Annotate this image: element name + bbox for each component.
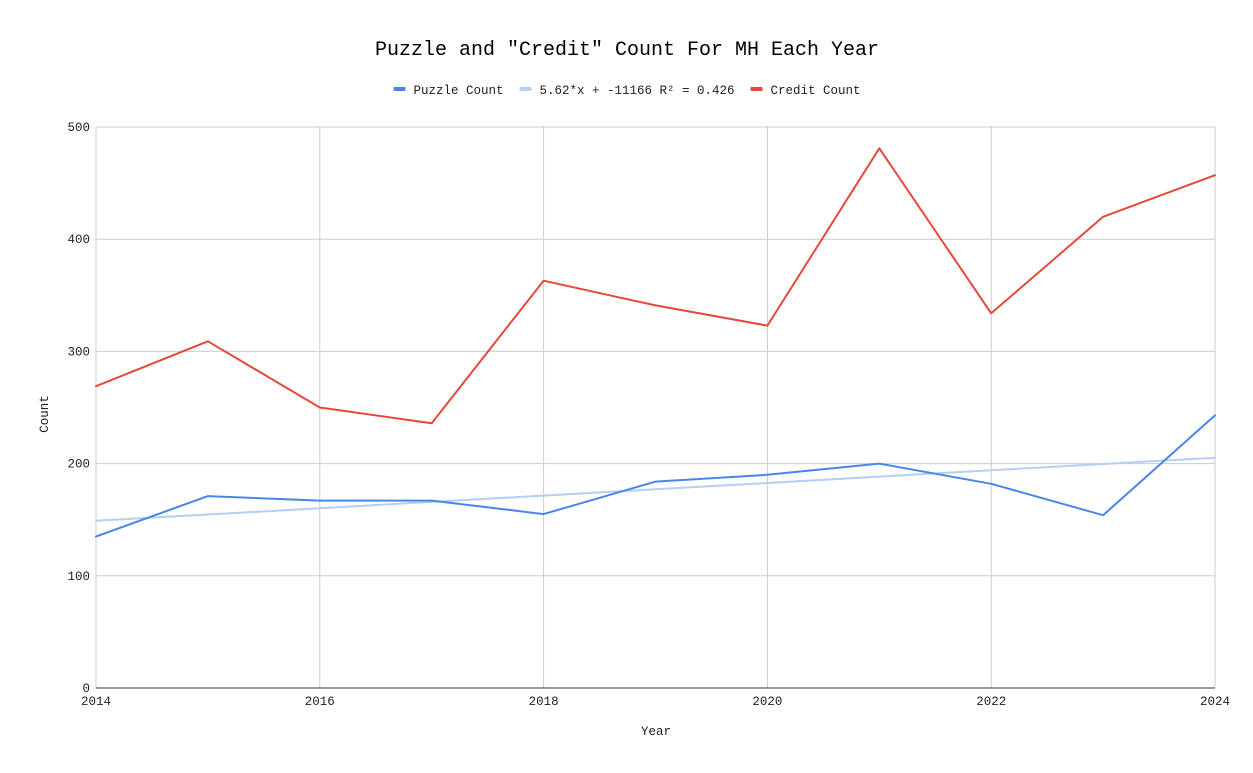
y-axis-title: Count: [38, 395, 52, 433]
x-axis-tick-labels: 2014 2016 2018 2020 2022 2024: [81, 695, 1230, 709]
legend-label: Credit Count: [771, 84, 861, 98]
series-line-puzzle-count: [95, 414, 1216, 538]
x-tick-label: 2022: [976, 695, 1006, 709]
legend-label: Puzzle Count: [414, 84, 504, 98]
series-line-credit-count: [95, 147, 1216, 425]
y-tick-label: 200: [67, 458, 90, 472]
x-tick-label: 2024: [1200, 695, 1230, 709]
series-layer: [95, 147, 1216, 538]
x-tick-label: 2016: [305, 695, 335, 709]
y-tick-label: 0: [82, 682, 90, 696]
trendline-puzzle-count: [95, 456, 1216, 522]
y-tick-label: 300: [67, 345, 90, 359]
x-tick-label: 2020: [752, 695, 782, 709]
legend-swatch: [750, 87, 763, 91]
y-tick-label: 400: [67, 233, 90, 247]
legend-swatch: [393, 87, 406, 91]
chart-title: Puzzle and "Credit" Count For MH Each Ye…: [375, 39, 879, 62]
x-tick-label: 2014: [81, 695, 111, 709]
x-tick-label: 2018: [529, 695, 559, 709]
legend-label: 5.62*x + -11166 R² = 0.426: [540, 84, 735, 98]
vertical-gridlines: [95, 127, 1216, 688]
legend: Puzzle Count 5.62*x + -11166 R² = 0.426 Cr…: [393, 84, 861, 98]
horizontal-gridlines: [96, 126, 1215, 577]
x-axis-title: Year: [641, 725, 671, 739]
y-axis-tick-labels: 0 100 200 300 400 500: [67, 121, 90, 696]
legend-swatch: [519, 87, 532, 91]
y-tick-label: 500: [67, 121, 90, 135]
y-tick-label: 100: [67, 570, 90, 584]
